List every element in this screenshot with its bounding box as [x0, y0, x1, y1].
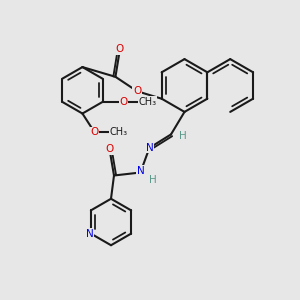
Text: N: N — [85, 229, 93, 238]
Text: CH₃: CH₃ — [110, 127, 128, 137]
Text: O: O — [133, 86, 141, 96]
Text: H: H — [178, 131, 186, 141]
Text: H: H — [149, 175, 157, 185]
Text: O: O — [116, 44, 124, 54]
Text: N: N — [136, 166, 144, 176]
Text: CH₃: CH₃ — [139, 97, 157, 107]
Text: O: O — [90, 127, 99, 137]
Text: N: N — [146, 143, 153, 153]
Text: O: O — [119, 97, 128, 107]
Text: O: O — [105, 144, 114, 154]
